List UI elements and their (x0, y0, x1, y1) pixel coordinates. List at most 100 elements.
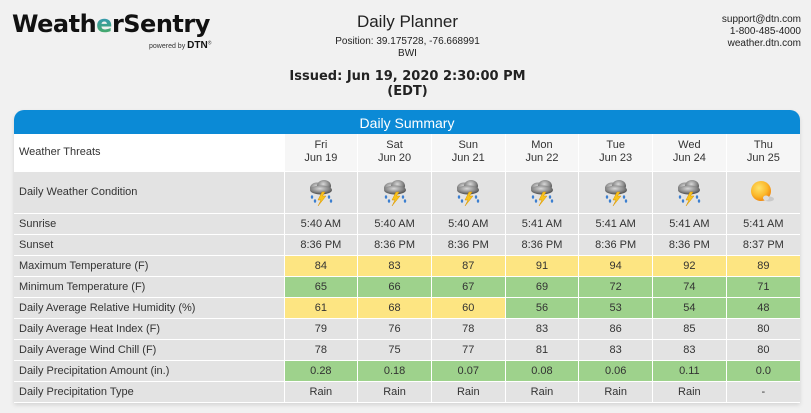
dtn-brand: DTN (187, 40, 208, 51)
daily-summary-table: Weather Threats Fri Jun 19 Sat Jun 20 Sun J… (14, 134, 800, 403)
table-row: Daily Average Heat Index (F) 79 76 78 83 86 85… (14, 318, 800, 340)
value-cell: 87 (431, 255, 506, 277)
value-cell: 83 (357, 255, 432, 277)
value-cell: 0.18 (357, 360, 432, 382)
value-cell: 8:36 PM (357, 234, 432, 256)
logo-text-accent: e (96, 10, 112, 38)
value-cell: 92 (652, 255, 727, 277)
value-cell: 8:36 PM (505, 234, 580, 256)
value-cell: 84 (284, 255, 359, 277)
day-date: Jun 22 (525, 152, 559, 165)
day-of-week: Sun (458, 139, 479, 152)
value-cell: 0.11 (652, 360, 727, 382)
position-coordinates: Position: 39.175728, -76.668991 (335, 36, 480, 47)
table-row: Minimum Temperature (F) 65 66 67 69 72 74 71 (14, 276, 800, 298)
value-cell: 0.07 (431, 360, 506, 382)
day-date: Jun 23 (599, 152, 633, 165)
row-label: Daily Weather Condition (14, 171, 285, 214)
value-cell: 5:41 AM (505, 213, 580, 235)
day-header-thu: Thu Jun 25 (726, 134, 800, 172)
mostly-sunny-icon (751, 181, 775, 202)
issued-timestamp: Issued: Jun 19, 2020 2:30:00 PM (EDT) (289, 69, 526, 99)
condition-cell (284, 171, 359, 214)
value-cell: 81 (505, 339, 580, 361)
day-header-tue: Tue Jun 23 (578, 134, 654, 172)
value-cell: 68 (357, 297, 432, 319)
row-label: Daily Precipitation Amount (in.) (14, 360, 285, 382)
value-cell: Rain (578, 381, 654, 403)
weather-condition-row: Daily Weather Condition (14, 171, 800, 214)
day-of-week: Sat (386, 139, 403, 152)
logo-text-suffix: rSentry (111, 10, 210, 38)
day-header-row: Weather Threats Fri Jun 19 Sat Jun 20 Sun J… (14, 134, 800, 172)
row-label: Daily Average Heat Index (F) (14, 318, 285, 340)
condition-cell (357, 171, 432, 214)
day-date: Jun 20 (378, 152, 412, 165)
value-cell: 78 (431, 318, 506, 340)
value-cell: 85 (652, 318, 727, 340)
value-cell: 5:41 AM (652, 213, 727, 235)
value-cell: Rain (284, 381, 359, 403)
value-cell: 53 (578, 297, 654, 319)
value-cell: 8:36 PM (284, 234, 359, 256)
day-of-week: Thu (753, 139, 773, 152)
value-cell: 56 (505, 297, 580, 319)
day-date: Jun 24 (672, 152, 706, 165)
value-cell: 75 (357, 339, 432, 361)
value-cell: Rain (357, 381, 432, 403)
value-cell: 5:40 AM (284, 213, 359, 235)
value-cell: 80 (726, 339, 800, 361)
contact-info: support@dtn.com 1-800-485-4000 weather.d… (722, 14, 801, 50)
thunderstorm-rain-icon (456, 179, 480, 206)
powered-by-dtn: powered by DTN® (149, 40, 211, 51)
table-row: Daily Precipitation Amount (in.) 0.28 0.18… (14, 360, 800, 382)
value-cell: - (726, 381, 800, 403)
day-of-week: Tue (606, 139, 625, 152)
value-cell: 83 (578, 339, 654, 361)
row-label: Minimum Temperature (F) (14, 276, 285, 298)
value-cell: Rain (652, 381, 727, 403)
row-label: Sunrise (14, 213, 285, 235)
support-email-link[interactable]: support@dtn.com (721, 14, 801, 25)
thunderstorm-rain-icon (383, 179, 407, 206)
thunderstorm-rain-icon (604, 179, 628, 206)
value-cell: 65 (284, 276, 359, 298)
value-cell: 91 (505, 255, 580, 277)
page-title: Daily Planner (356, 12, 459, 31)
value-cell: 0.06 (578, 360, 654, 382)
value-cell: 5:40 AM (431, 213, 506, 235)
table-row: Daily Average Wind Chill (F) 78 75 77 81 83 83… (14, 339, 800, 361)
registered-mark: ® (207, 40, 212, 47)
value-cell: 74 (652, 276, 727, 298)
value-cell: 8:36 PM (578, 234, 654, 256)
website-link[interactable]: weather.dtn.com (727, 38, 801, 49)
thunderstorm-rain-icon (677, 179, 702, 206)
weathersentry-logo: WeatherSentry powered by DTN® (12, 10, 211, 51)
value-cell: 0.28 (284, 360, 359, 382)
condition-cell (652, 171, 727, 214)
day-header-sat: Sat Jun 20 (357, 134, 432, 172)
day-of-week: Wed (678, 139, 701, 152)
day-date: Jun 21 (451, 152, 485, 165)
row-label: Daily Precipitation Type (14, 381, 285, 403)
thunderstorm-rain-icon (309, 179, 333, 206)
value-cell: Rain (431, 381, 506, 403)
day-header-wed: Wed Jun 24 (652, 134, 727, 172)
table-row: Sunrise 5:40 AM 5:40 AM 5:40 AM 5:41 AM 5:41 … (14, 213, 800, 235)
value-cell: 66 (357, 276, 432, 298)
value-cell: 5:40 AM (357, 213, 432, 235)
value-cell: 54 (652, 297, 727, 319)
value-cell: Rain (505, 381, 580, 403)
day-date: Jun 25 (746, 152, 780, 165)
day-header-mon: Mon Jun 22 (505, 134, 580, 172)
day-of-week: Fri (314, 139, 328, 152)
value-cell: 76 (357, 318, 432, 340)
row-label: Daily Average Wind Chill (F) (14, 339, 285, 361)
table-row: Daily Precipitation Type Rain Rain Rain Rain… (14, 381, 800, 403)
value-cell: 83 (505, 318, 580, 340)
value-cell: 69 (505, 276, 580, 298)
weather-threats-label: Weather Threats (14, 134, 285, 172)
day-of-week: Mon (531, 139, 553, 152)
value-cell: 86 (578, 318, 654, 340)
value-cell: 78 (284, 339, 359, 361)
